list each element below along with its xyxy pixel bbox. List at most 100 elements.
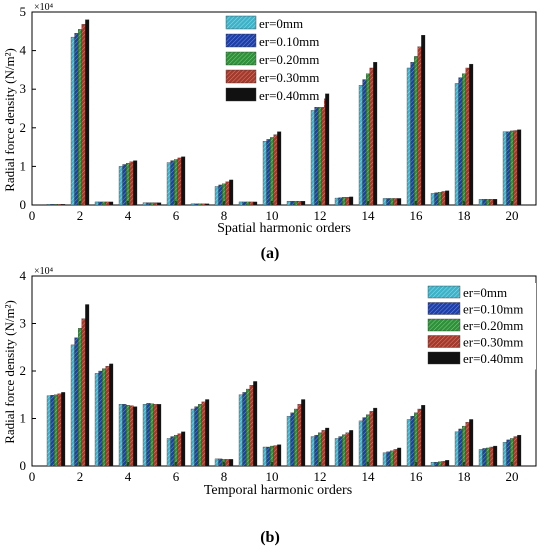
bar-b-h7-s3 [201, 401, 206, 467]
exponent-label-b: ×10⁴ [34, 266, 54, 277]
legend-label: er=0.10mm [463, 302, 523, 317]
y-tick-label: 2 [20, 363, 27, 378]
y-tick-label: 2 [20, 120, 27, 135]
bar-a-h4-s4 [133, 160, 138, 206]
bar-b-h6-s0 [166, 438, 171, 467]
x-tick-label: 12 [314, 469, 327, 484]
bar-a-h16-s2 [414, 56, 418, 206]
bar-a-h1-s1 [50, 204, 55, 206]
legend-label: er=0mm [259, 16, 303, 31]
bar-a-h7-s3 [201, 203, 206, 206]
legend-swatch [427, 335, 461, 348]
bar-b-h12-s3 [321, 430, 326, 467]
bar-a-h10-s4 [277, 131, 282, 206]
bar-a-h5-s0 [142, 202, 147, 206]
legend-swatch [225, 69, 257, 84]
bar-a-h15-s3 [393, 198, 398, 206]
y-tick-label: 1 [20, 158, 27, 173]
bar-b-h5-s1 [146, 403, 151, 467]
bar-a-h16-s1 [410, 62, 415, 206]
bar-b-h7-s2 [198, 404, 202, 467]
bar-a-h12-s1 [314, 106, 319, 206]
y-tick-label: 3 [20, 316, 27, 331]
bar-a-h3-s3 [105, 201, 110, 206]
bar-b-h9-s1 [242, 392, 247, 467]
bar-a-h4-s0 [118, 166, 123, 206]
plot-frame-a [31, 11, 537, 206]
bar-b-h18-s1 [458, 428, 463, 467]
bar-a-h9-s1 [242, 201, 247, 206]
bar-b-h1-s2 [54, 394, 58, 467]
bar-a-h17-s1 [434, 192, 439, 206]
legend-label: er=0.20mm [259, 52, 319, 67]
bar-b-h6-s2 [174, 434, 178, 467]
bar-a-h3-s0 [94, 201, 99, 206]
legend-swatch [225, 51, 257, 66]
bar-b-h20-s0 [502, 442, 507, 467]
x-tick-label: 6 [173, 208, 180, 223]
bar-a-h20-s3 [513, 130, 518, 206]
x-tick-label: 10 [266, 469, 279, 484]
bar-a-h10-s3 [273, 134, 278, 206]
bar-b-h17-s4 [445, 460, 450, 467]
bar-b-h17-s3 [441, 461, 446, 467]
bar-a-h6-s2 [174, 159, 178, 206]
bar-b-h18-s4 [469, 419, 474, 467]
bar-b-h14-s1 [362, 417, 367, 467]
legend-label: er=0.40mm [259, 88, 319, 103]
bar-a-h13-s3 [345, 197, 350, 206]
bar-a-h20-s2 [510, 130, 514, 206]
bar-b-h14-s2 [366, 414, 370, 467]
bar-b-h16-s1 [410, 415, 415, 467]
bar-b-h12-s2 [318, 432, 322, 467]
x-tick-label: 6 [173, 469, 180, 484]
bar-b-h7-s1 [194, 406, 199, 467]
bar-a-h9-s0 [238, 201, 243, 206]
legend-label: er=0.20mm [463, 318, 523, 333]
bar-b-h10-s1 [266, 446, 271, 467]
bar-b-h14-s0 [358, 420, 363, 467]
y-tick-label: 3 [20, 81, 27, 96]
x-tick-label: 20 [506, 469, 519, 484]
x-tick-label: 2 [77, 469, 84, 484]
x-axis-label-b: Temporal harmonic orders [204, 483, 352, 498]
bar-a-h19-s1 [482, 199, 487, 206]
x-tick-label: 16 [410, 469, 424, 484]
bar-a-h15-s4 [397, 198, 402, 206]
bar-b-h12-s0 [310, 436, 315, 467]
x-tick-label: 4 [125, 208, 132, 223]
bar-b-h16-s3 [417, 408, 422, 467]
bar-a-h16-s4 [421, 35, 426, 206]
bar-b-h13-s1 [338, 436, 343, 467]
bar-b-h2-s1 [74, 337, 79, 467]
legend-swatch [427, 318, 461, 332]
bar-a-h4-s3 [129, 161, 134, 206]
bar-b-h1-s0 [46, 395, 51, 467]
bar-b-h16-s0 [406, 419, 411, 467]
x-tick-label: 14 [362, 208, 376, 223]
bar-b-h17-s2 [438, 461, 442, 467]
bar-a-h15-s2 [390, 198, 394, 206]
x-tick-label: 18 [458, 208, 471, 223]
bar-b-h2-s0 [70, 344, 75, 467]
bar-b-h8-s3 [225, 459, 230, 467]
bar-a-h2-s3 [81, 24, 86, 206]
bar-a-h14-s2 [366, 73, 370, 206]
bar-a-h13-s1 [338, 197, 343, 206]
legend-label: er=0.30mm [259, 70, 319, 85]
bar-a-h11-s1 [290, 200, 295, 206]
y-tick-label: 0 [20, 458, 27, 473]
bar-a-h7-s2 [198, 203, 202, 206]
legend-swatch [225, 15, 257, 30]
bar-b-h20-s1 [506, 439, 511, 467]
bar-a-h19-s2 [486, 199, 490, 206]
bar-b-h12-s1 [314, 434, 319, 467]
bar-b-h3-s4 [109, 363, 114, 467]
bar-b-h17-s0 [430, 462, 435, 467]
caption-a: (a) [261, 245, 280, 262]
bar-b-h9-s4 [253, 381, 258, 467]
bar-b-h15-s2 [390, 450, 394, 467]
bar-a-h3-s2 [102, 201, 106, 206]
bar-b-h20-s4 [517, 434, 522, 467]
legend-swatch [225, 87, 257, 102]
